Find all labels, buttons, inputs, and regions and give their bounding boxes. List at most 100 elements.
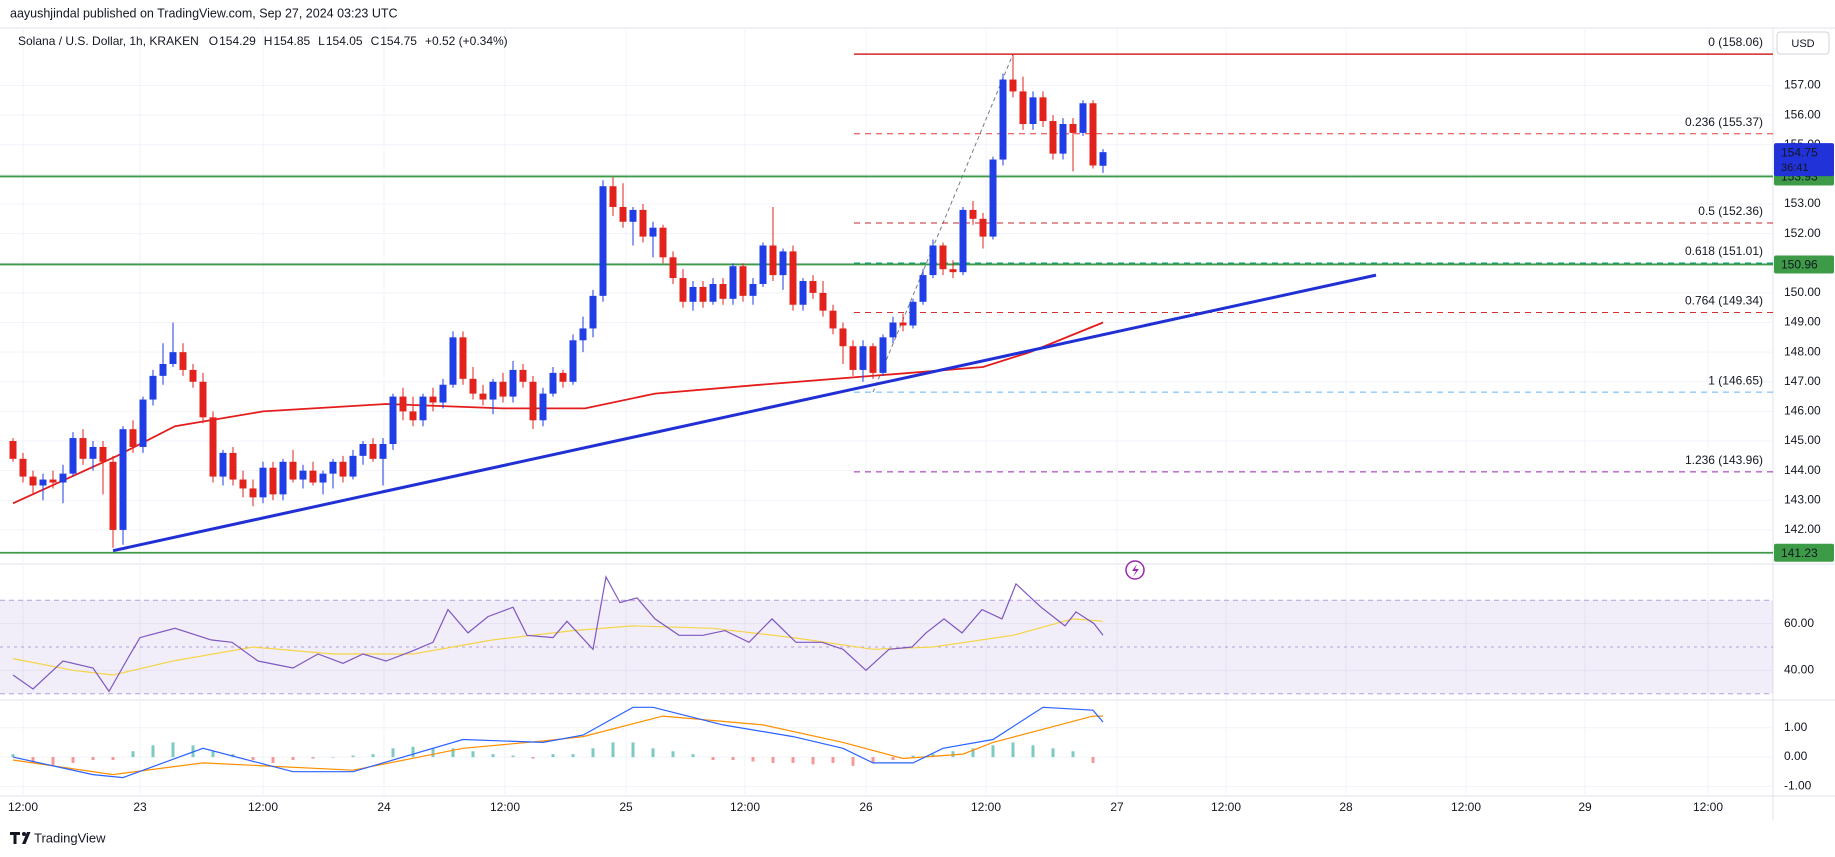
macd-histogram-bar	[371, 754, 375, 758]
y-tick-label: 148.00	[1784, 344, 1821, 358]
x-tick-label: 12:00	[248, 800, 278, 814]
macd-histogram-bar	[891, 757, 895, 760]
ohlc-value: 154.29	[219, 34, 256, 48]
y-tick-label: 60.00	[1784, 616, 1814, 630]
macd-histogram-bar	[331, 757, 335, 758]
x-tick-label: 24	[377, 800, 391, 814]
macd-histogram-bar	[31, 757, 35, 763]
candle-body	[1009, 79, 1017, 92]
trend-line	[112, 273, 1377, 553]
candle-body	[589, 295, 597, 329]
grid-layer	[0, 28, 1773, 796]
candle-body	[919, 275, 927, 302]
candle-body	[829, 310, 837, 329]
y-tick-label: 144.00	[1784, 463, 1821, 477]
bar-countdown: 36:41	[1781, 162, 1809, 174]
candle-body	[649, 227, 657, 237]
candle-body	[739, 266, 747, 296]
candle-body	[139, 399, 147, 447]
macd-histogram-bar	[931, 754, 935, 758]
y-tick-label: 146.00	[1784, 404, 1821, 418]
macd-histogram-bar	[51, 757, 55, 766]
macd-histogram-bar	[851, 757, 855, 766]
y-tick-label: -1.00	[1784, 779, 1812, 793]
candle-body	[979, 218, 987, 237]
candle-body	[99, 446, 107, 462]
candle-body	[299, 470, 307, 480]
candle-body	[289, 461, 297, 480]
candle-body	[489, 381, 497, 400]
ohlc-value: 154.05	[326, 34, 363, 48]
level-price-text: 141.23	[1781, 546, 1818, 560]
rsi-ma-line	[12, 618, 1104, 676]
candle-body	[9, 441, 17, 459]
last-price-badge	[1774, 143, 1834, 177]
candle-body	[59, 473, 67, 483]
candle-body	[639, 209, 647, 237]
x-tick-label: 26	[859, 800, 873, 814]
level-price-badge	[1774, 543, 1834, 562]
macd-histogram-bar	[471, 751, 475, 758]
x-tick-label: 12:00	[8, 800, 38, 814]
ohlc-value: 154.85	[273, 34, 310, 48]
macd-histogram-bar	[591, 748, 595, 758]
macd-histogram-bar	[671, 751, 675, 758]
x-tick-label: 12:00	[730, 800, 760, 814]
y-tick-label: 40.00	[1784, 662, 1814, 676]
macd-histogram-bar	[871, 757, 875, 763]
candle-body	[149, 375, 157, 400]
candle-body	[809, 281, 817, 293]
candle-body	[699, 286, 707, 302]
candle-body	[769, 245, 777, 276]
macd-histogram-bar	[1091, 757, 1095, 763]
candle-body	[409, 411, 417, 421]
macd-histogram-bar	[211, 751, 215, 758]
candle-body	[559, 372, 567, 382]
candle-body	[689, 286, 697, 302]
macd-histogram-bar	[491, 754, 495, 758]
macd-histogram-bar	[251, 757, 255, 760]
candle-body	[319, 473, 327, 483]
rsi-line	[12, 575, 1104, 693]
y-tick-label: 143.00	[1784, 492, 1821, 506]
fib-level-label: 1.236 (143.96)	[1685, 453, 1763, 467]
level-price-badge	[1774, 255, 1834, 274]
macd-histogram-bar	[991, 745, 995, 758]
candle-body	[89, 446, 97, 459]
fib-level-label: 0.618 (151.01)	[1685, 244, 1763, 258]
candle-body	[179, 352, 187, 370]
candle-body	[449, 337, 457, 385]
candle-body	[1059, 124, 1067, 154]
candle-body	[609, 186, 617, 207]
x-tick-label: 25	[619, 800, 633, 814]
candle-body	[839, 328, 847, 347]
ohlc-label: L	[318, 34, 325, 48]
candle-body	[1039, 97, 1047, 122]
candle-body	[619, 206, 627, 222]
candle-body	[19, 458, 27, 477]
macd-histogram-bar	[511, 755, 515, 758]
candle-body	[339, 461, 347, 477]
ohlc-label: H	[264, 34, 273, 48]
candle-body	[599, 186, 607, 296]
candle-body	[819, 292, 827, 311]
macd-histogram-bar	[91, 757, 95, 760]
y-tick-label: 1.00	[1784, 720, 1808, 734]
price-change: +0.52 (+0.34%)	[425, 34, 508, 48]
macd-histogram-bar	[711, 757, 715, 760]
candle-body	[359, 444, 367, 456]
macd-histogram-bar	[11, 754, 15, 758]
macd-histogram-bar	[451, 748, 455, 758]
candle-body	[999, 79, 1007, 160]
candle-body	[799, 281, 807, 305]
macd-histogram-bar	[951, 751, 955, 758]
macd-histogram-bar	[731, 757, 735, 760]
candle-body	[569, 340, 577, 382]
x-tick-label: 28	[1339, 800, 1353, 814]
candle-body	[519, 369, 527, 382]
candle-body	[259, 467, 267, 498]
candle-body	[269, 467, 277, 495]
y-tick-label: 145.00	[1784, 433, 1821, 447]
macd-histogram-bar	[831, 757, 835, 763]
x-tick-label: 29	[1578, 800, 1592, 814]
